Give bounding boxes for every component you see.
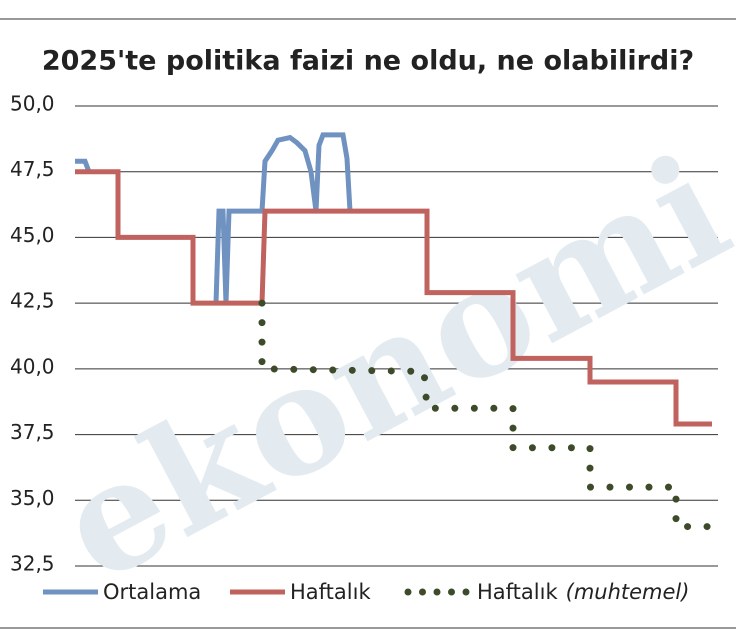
y-tick-label: 50,0 [10,92,55,116]
legend-note: (muhtemel) [566,580,690,604]
y-tick-label: 42,5 [10,289,55,313]
series-line [75,169,712,427]
series-line [258,299,716,531]
chart-title: 2025'te politika faizi ne oldu, ne olabi… [42,46,694,77]
grid: 32,5 35,0 37,5 40,0 42,5 45,0 47,5 50,0 [10,92,718,576]
y-tick-label: 35,0 [10,486,55,510]
y-tick-label: 45,0 [10,223,55,247]
y-tick-label: 47,5 [10,157,55,181]
y-tick-label: 37,5 [10,420,55,444]
legend-label: Ortalama [103,580,201,604]
plot [75,132,716,531]
legend-label: Haftalık [290,580,371,604]
legend-label: Haftalık [477,580,558,604]
legend: Ortalama Haftalık Haftalık (muhtemel) [43,580,689,604]
y-tick-label: 32,5 [10,552,55,576]
y-tick-label: 40,0 [10,354,55,378]
